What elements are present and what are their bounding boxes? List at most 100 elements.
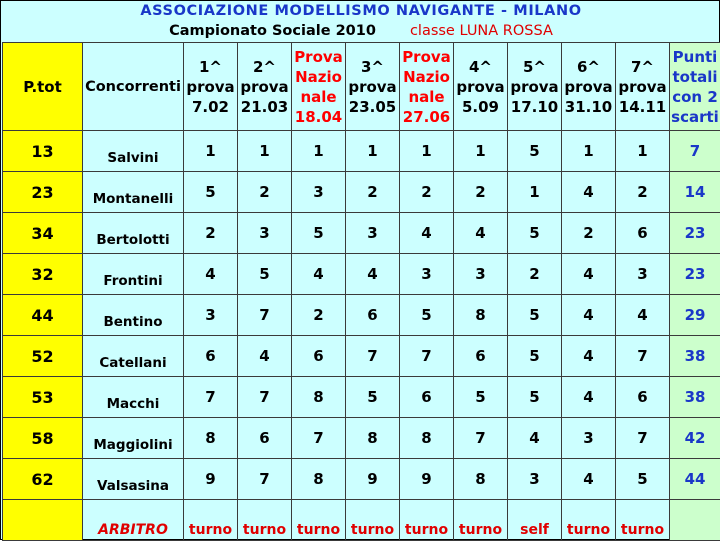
score-cell: 6 — [292, 336, 346, 377]
ptot-cell: 62 — [3, 459, 83, 500]
score-cell: 4 — [562, 254, 616, 295]
referee-turn-cell: turno — [562, 500, 616, 541]
header-line: prova — [454, 77, 507, 97]
score-cell: 1 — [238, 131, 292, 172]
header-line: Nazio — [292, 67, 345, 87]
ptot-cell: 13 — [3, 131, 83, 172]
header-concorrenti: Concorrenti — [83, 43, 184, 131]
score-cell: 1 — [292, 131, 346, 172]
score-cell: 7 — [616, 336, 670, 377]
score-cell: 5 — [400, 295, 454, 336]
score-cell: 1 — [454, 131, 508, 172]
header-line: Nazio — [400, 67, 453, 87]
header-line: Prova — [292, 47, 345, 67]
score-cell: 8 — [454, 459, 508, 500]
header-line: 17.10 — [508, 97, 561, 117]
header-line: 31.10 — [562, 97, 615, 117]
score-cell: 2 — [562, 213, 616, 254]
total-points-cell: 38 — [670, 336, 720, 377]
score-cell: 2 — [616, 172, 670, 213]
header-line: prova — [184, 77, 237, 97]
referee-turn-cell: turno — [292, 500, 346, 541]
score-cell: 2 — [238, 172, 292, 213]
header-line: prova — [346, 77, 399, 97]
ptot-cell: 58 — [3, 418, 83, 459]
header-line: 4^ — [454, 57, 507, 77]
score-cell: 5 — [508, 377, 562, 418]
score-cell: 6 — [184, 336, 238, 377]
competitor-name: Valsasina — [83, 459, 184, 500]
header-line: 5^ — [508, 57, 561, 77]
footer-total-cell — [670, 500, 720, 541]
score-cell: 3 — [454, 254, 508, 295]
score-cell: 2 — [508, 254, 562, 295]
score-cell: 9 — [184, 459, 238, 500]
score-cell: 4 — [562, 295, 616, 336]
header-line: 3^ — [346, 57, 399, 77]
score-cell: 8 — [454, 295, 508, 336]
score-cell: 6 — [400, 377, 454, 418]
header-line: 7^ — [616, 57, 669, 77]
score-cell: 3 — [238, 213, 292, 254]
ptot-cell: 34 — [3, 213, 83, 254]
header-line: con 2 — [670, 87, 720, 107]
ptot-cell: 23 — [3, 172, 83, 213]
header-line: nale — [400, 87, 453, 107]
score-cell: 7 — [238, 459, 292, 500]
score-cell: 4 — [400, 213, 454, 254]
competitor-name: Montanelli — [83, 172, 184, 213]
score-cell: 4 — [454, 213, 508, 254]
header-line: prova — [616, 77, 669, 97]
score-cell: 5 — [346, 377, 400, 418]
score-cell: 5 — [508, 213, 562, 254]
class-label: classe LUNA ROSSA — [410, 23, 553, 39]
score-cell: 5 — [238, 254, 292, 295]
score-cell: 7 — [184, 377, 238, 418]
score-cell: 4 — [508, 418, 562, 459]
score-cell: 5 — [616, 459, 670, 500]
score-cell: 7 — [346, 336, 400, 377]
score-cell: 2 — [184, 213, 238, 254]
score-cell: 1 — [562, 131, 616, 172]
referee-turn-cell: self — [508, 500, 562, 541]
header-line: 23.05 — [346, 97, 399, 117]
total-points-cell: 44 — [670, 459, 720, 500]
competitor-name: Maggiolini — [83, 418, 184, 459]
ptot-cell: 44 — [3, 295, 83, 336]
score-cell: 2 — [454, 172, 508, 213]
score-cell: 8 — [292, 459, 346, 500]
association-title: ASSOCIAZIONE MODELLISMO NAVIGANTE - MILA… — [1, 2, 720, 21]
score-cell: 7 — [616, 418, 670, 459]
competitor-name: Macchi — [83, 377, 184, 418]
score-cell: 8 — [346, 418, 400, 459]
score-cell: 8 — [184, 418, 238, 459]
score-cell: 3 — [184, 295, 238, 336]
referee-label: ARBITRO — [83, 500, 184, 541]
competitor-name: Bentino — [83, 295, 184, 336]
score-cell: 7 — [454, 418, 508, 459]
score-cell: 4 — [238, 336, 292, 377]
score-cell: 4 — [616, 295, 670, 336]
header-line: 7.02 — [184, 97, 237, 117]
referee-turn-cell: turno — [346, 500, 400, 541]
score-cell: 8 — [292, 377, 346, 418]
total-points-cell: 23 — [670, 213, 720, 254]
header-line: Prova — [400, 47, 453, 67]
footer-ptot-cell — [3, 500, 83, 541]
score-cell: 5 — [508, 131, 562, 172]
total-points-cell: 7 — [670, 131, 720, 172]
